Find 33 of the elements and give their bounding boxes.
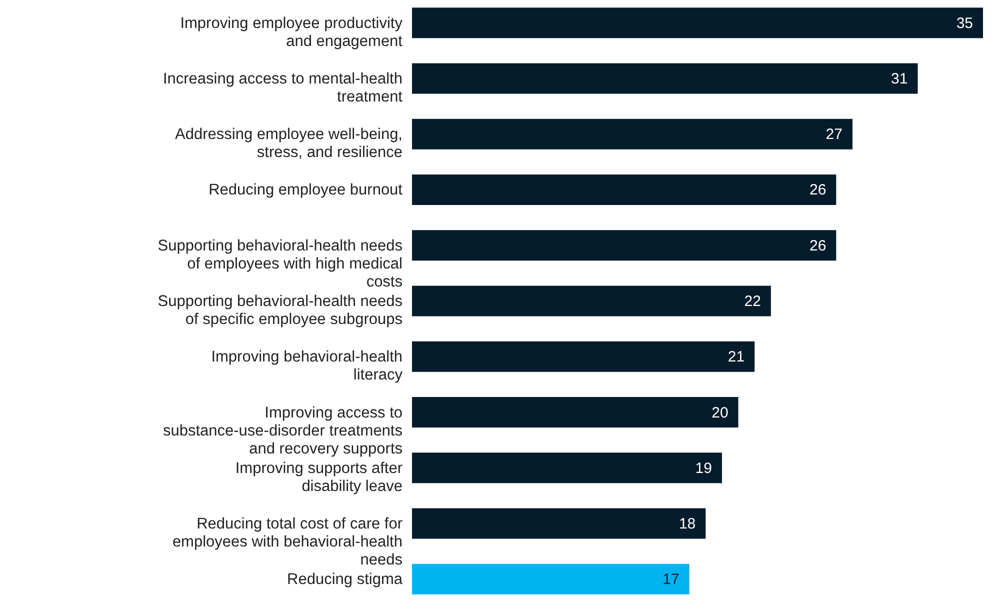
data-label: 31	[891, 70, 908, 88]
data-label: 18	[678, 516, 696, 533]
y-tick-label: Reducing stigma	[287, 571, 403, 588]
data-label: 35	[956, 14, 973, 32]
data-label: 22	[744, 293, 761, 310]
y-tick-label: Increasing access to mental-health treatment	[162, 70, 404, 106]
data-label: 17	[662, 571, 680, 588]
y-tick-label: Supporting behavioral-health needs of specific employee subgroups	[158, 293, 403, 328]
bar	[412, 452, 722, 484]
y-tick-label: Improving supports after disability leave	[235, 460, 402, 495]
bar	[412, 396, 738, 428]
data-label: 20	[712, 404, 728, 422]
data-label: 27	[826, 126, 842, 144]
bar	[412, 118, 852, 150]
y-tick-label: Addressing employee well-being, stress, and resilience	[175, 126, 402, 162]
data-label: 19	[695, 460, 712, 477]
bar	[412, 286, 771, 316]
bar	[412, 341, 755, 372]
data-label: 26	[809, 182, 826, 199]
y-tick-label: Supporting behavioral-health needs of employees with high medical costs	[158, 237, 403, 290]
data-label: 21	[728, 348, 745, 366]
bar	[412, 508, 706, 539]
bar	[412, 230, 836, 261]
bar	[412, 564, 690, 594]
y-tick-label: Improving employee productivity and engagement	[180, 14, 404, 50]
y-tick-label: Reducing employee burnout	[208, 182, 404, 199]
data-label: 26	[809, 237, 826, 254]
y-tick-label: Reducing total cost of care for employees with behavioral-health needs	[172, 516, 403, 569]
bar	[412, 174, 836, 206]
bar	[412, 8, 983, 38]
bar	[412, 63, 918, 94]
y-tick-label: Improving behavioral-health literacy	[211, 348, 403, 384]
y-tick-label: Improving access to substance-use-disorder treatments and recovery supports	[162, 404, 403, 458]
